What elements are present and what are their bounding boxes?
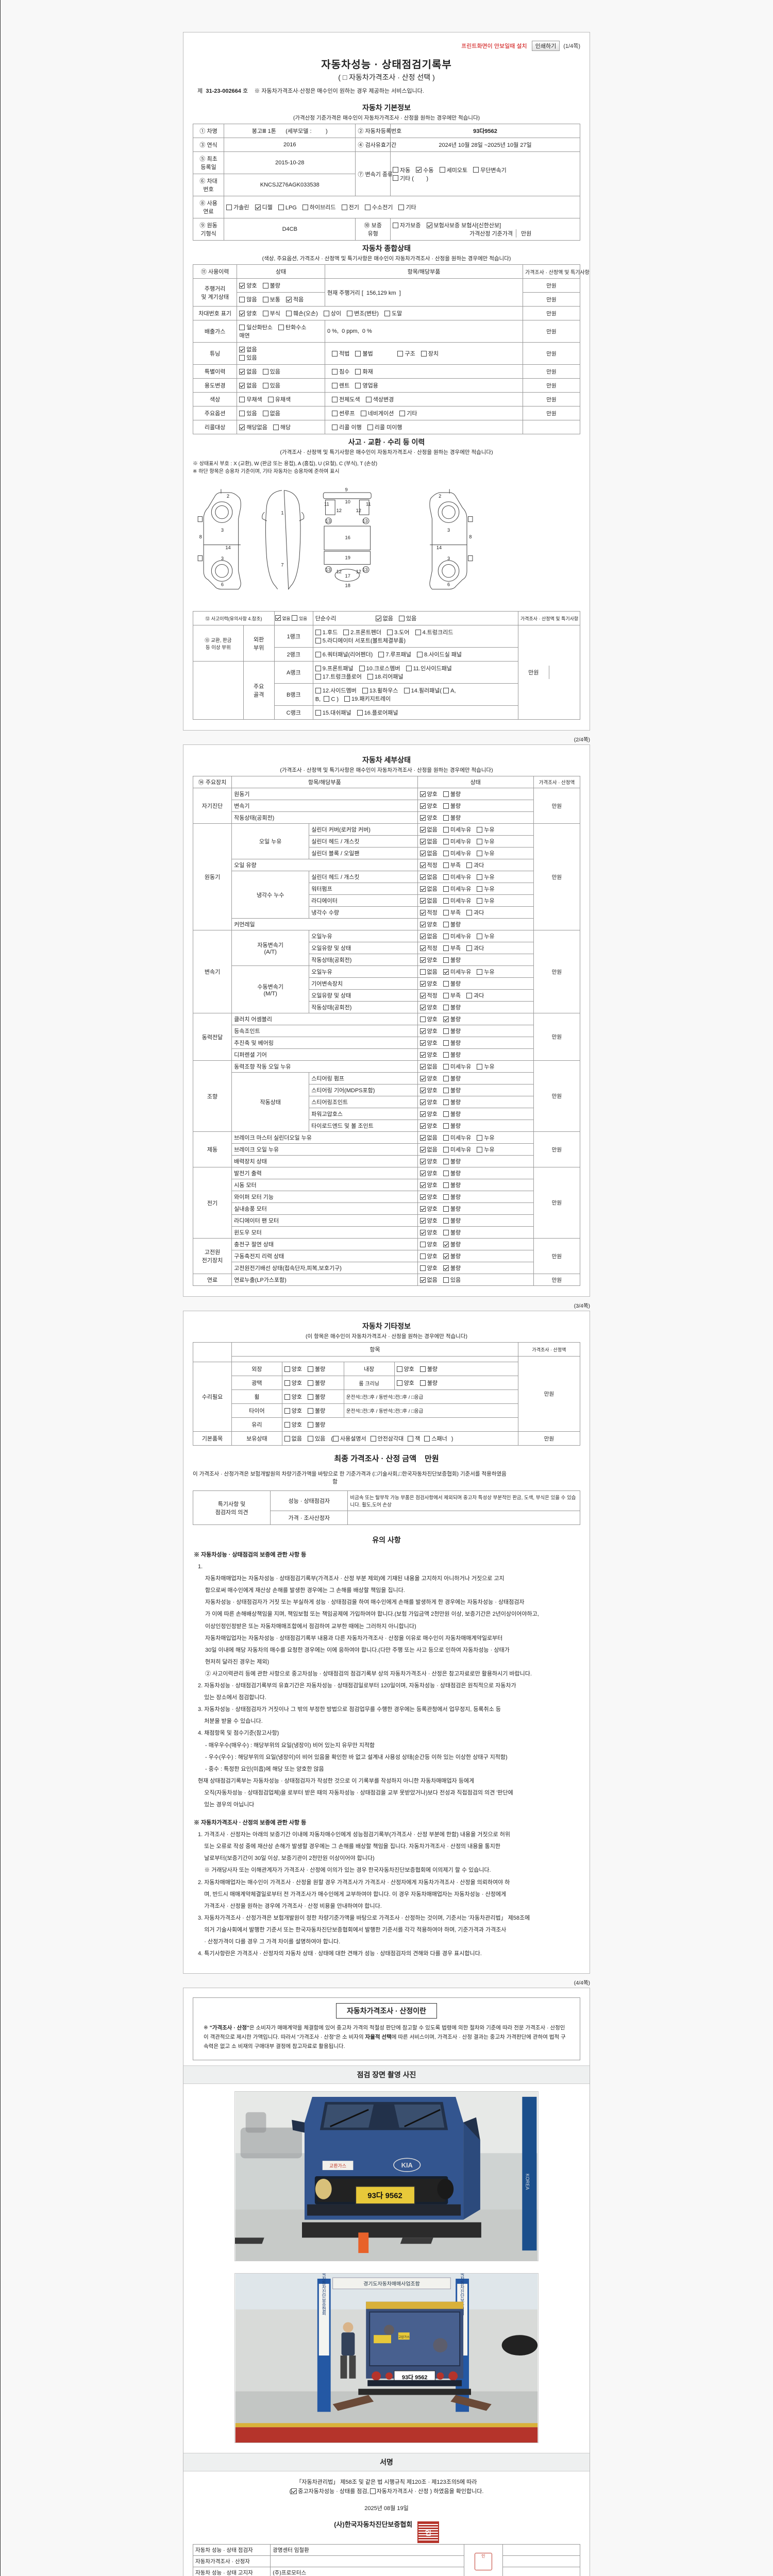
svg-text:16: 16 [345, 535, 350, 540]
svg-text:93다 9562: 93다 9562 [367, 2191, 402, 2200]
svg-text:경기도자동차매매사업조합: 경기도자동차매매사업조합 [363, 2280, 420, 2287]
svg-text:19: 19 [345, 555, 350, 560]
svg-text:3: 3 [221, 528, 224, 533]
svg-text:14: 14 [225, 545, 230, 550]
svg-text:11: 11 [324, 501, 329, 506]
svg-text:교환가스: 교환가스 [329, 2163, 346, 2168]
svg-text:13: 13 [326, 518, 331, 523]
svg-text:고압가스: 고압가스 [398, 2335, 410, 2339]
svg-text:KIA: KIA [401, 2161, 413, 2169]
svg-text:12: 12 [356, 508, 361, 513]
svg-text:9: 9 [345, 487, 348, 493]
svg-text:6: 6 [447, 582, 450, 587]
svg-text:8: 8 [469, 534, 472, 539]
svg-text:11: 11 [366, 501, 371, 506]
svg-text:10: 10 [345, 499, 350, 504]
svg-text:KOREA: KOREA [525, 2174, 530, 2190]
svg-text:1: 1 [281, 510, 283, 515]
svg-text:93다 9562: 93다 9562 [402, 2373, 428, 2380]
svg-text:3: 3 [447, 556, 450, 561]
svg-text:7: 7 [281, 563, 283, 568]
svg-text:17: 17 [345, 573, 350, 579]
svg-text:6: 6 [221, 582, 224, 587]
svg-text:2: 2 [439, 494, 441, 499]
svg-text:12: 12 [337, 508, 342, 513]
svg-text:13: 13 [326, 567, 331, 572]
svg-text:13: 13 [362, 567, 367, 572]
svg-text:18: 18 [345, 583, 350, 588]
svg-text:8: 8 [199, 534, 202, 539]
svg-text:한국자동차진단보증협회: 한국자동차진단보증협회 [322, 2273, 327, 2316]
svg-text:14: 14 [436, 545, 442, 550]
svg-text:13: 13 [362, 518, 367, 523]
svg-text:3: 3 [221, 556, 224, 561]
svg-text:2: 2 [227, 494, 229, 499]
svg-text:3: 3 [447, 528, 450, 533]
